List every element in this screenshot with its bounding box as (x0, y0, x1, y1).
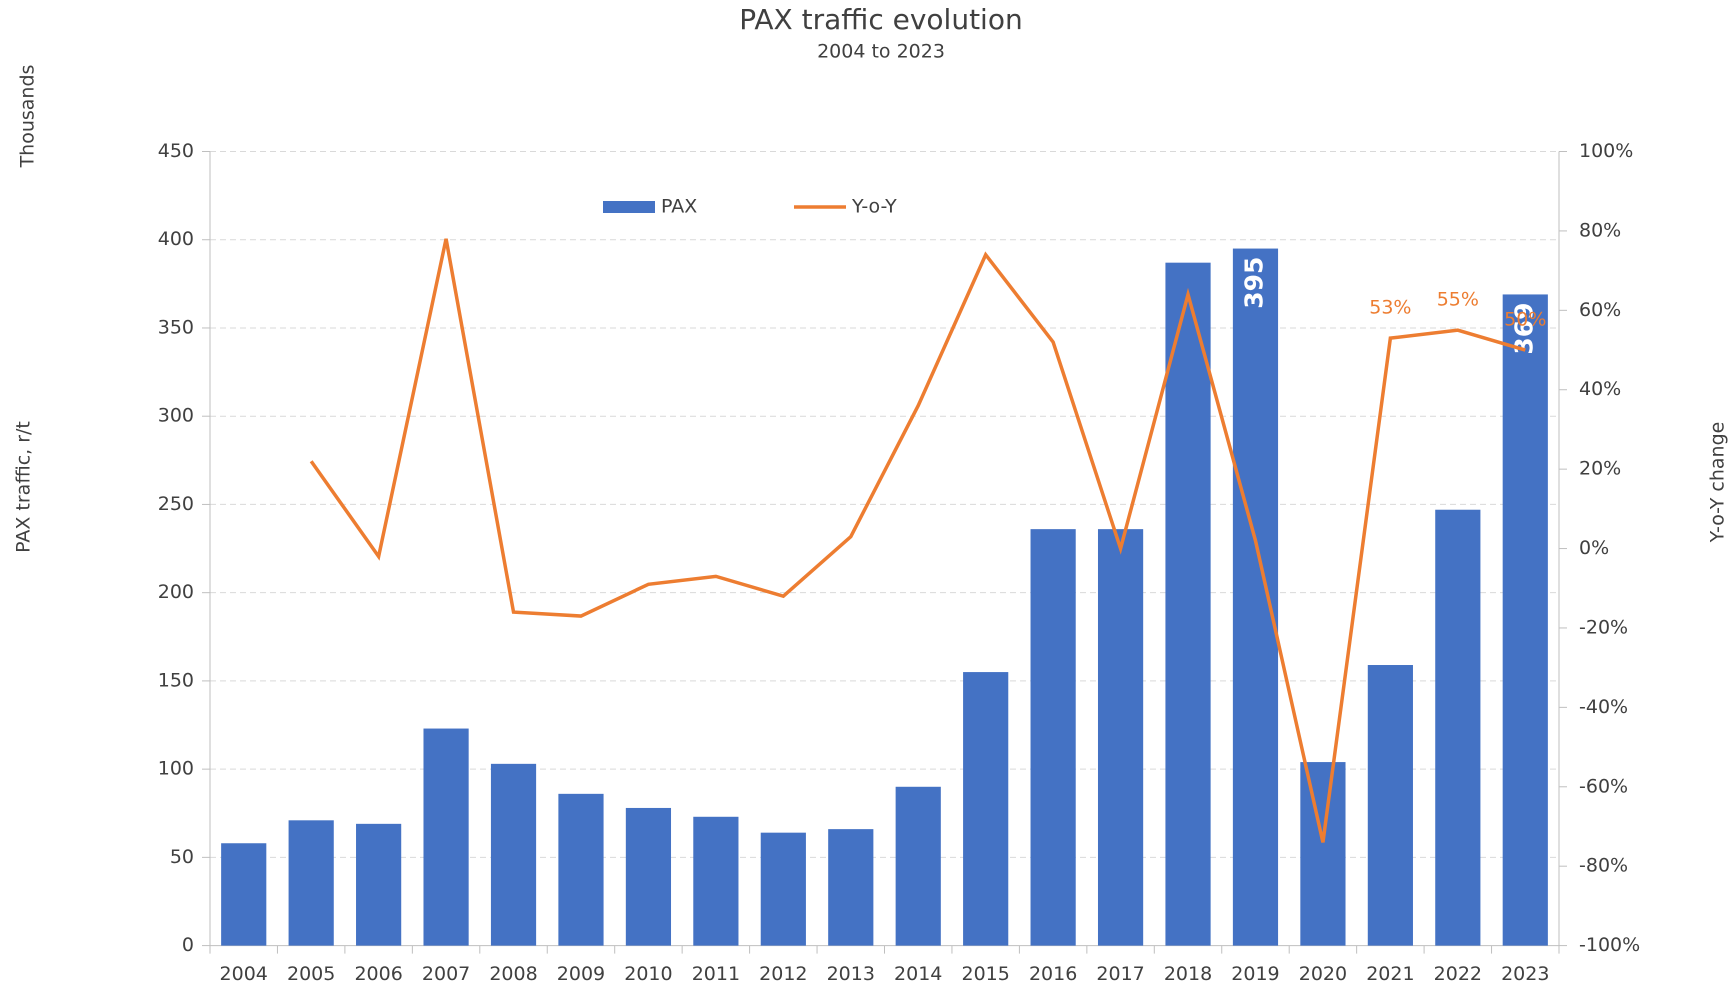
y2-tick-label: 40% (1579, 378, 1621, 400)
y-tick-label: 400 (158, 228, 194, 250)
x-tick-label: 2005 (287, 963, 335, 985)
legend-label: Y-o-Y (851, 196, 897, 218)
bar (423, 728, 469, 946)
bar (558, 793, 604, 946)
y2-tick-label: 100% (1579, 140, 1633, 162)
y-tick-label: 50 (170, 846, 194, 868)
y2-tick-label: 80% (1579, 219, 1621, 241)
bar (625, 807, 672, 946)
x-tick-label: 2015 (961, 963, 1009, 985)
y-tick-label: 250 (158, 493, 194, 515)
y2-tick-label: -80% (1579, 855, 1628, 877)
bar (221, 843, 267, 946)
bar-value-label: 395 (1239, 257, 1268, 309)
bar (895, 786, 941, 946)
x-tick-label: 2023 (1501, 963, 1549, 985)
bar (1232, 248, 1279, 946)
bar (1435, 509, 1481, 946)
unit-label: Thousands (17, 65, 39, 169)
x-tick-label: 2011 (692, 963, 740, 985)
x-tick-label: 2020 (1299, 963, 1347, 985)
y2-axis-label: Y-o-Y change (1707, 422, 1729, 544)
y-tick-label: 450 (158, 140, 194, 162)
bar (1165, 262, 1211, 946)
y2-tick-label: -40% (1579, 696, 1628, 718)
y2-tick-label: -20% (1579, 616, 1628, 638)
y-tick-label: 0 (182, 934, 194, 956)
x-tick-label: 2006 (354, 963, 402, 985)
y-axis-label: PAX traffic, r/t (13, 421, 35, 553)
x-tick-label: 2021 (1366, 963, 1414, 985)
line-value-label: 55% (1437, 289, 1479, 311)
bar (963, 672, 1009, 946)
x-tick-label: 2022 (1434, 963, 1482, 985)
y2-tick-label: 20% (1579, 458, 1621, 480)
line (309, 238, 1526, 843)
y2-tick-label: 60% (1579, 299, 1621, 321)
x-tick-label: 2007 (422, 963, 470, 985)
legend-label: PAX (661, 196, 697, 218)
x-tick-label: 2008 (489, 963, 537, 985)
bar (1030, 529, 1076, 946)
bar (693, 816, 739, 946)
bar (490, 763, 537, 946)
bar (1300, 762, 1346, 946)
bar (288, 820, 334, 946)
line-value-label: 50% (1504, 309, 1546, 331)
bar (1502, 294, 1548, 946)
y-tick-label: 150 (158, 669, 194, 691)
legend-swatch (603, 201, 655, 213)
chart-subtitle: 2004 to 2023 (817, 41, 945, 63)
y-tick-label: 100 (158, 758, 194, 780)
y-tick-label: 300 (158, 405, 194, 427)
x-tick-label: 2004 (220, 963, 268, 985)
x-tick-label: 2017 (1096, 963, 1144, 985)
y-tick-label: 350 (158, 316, 194, 338)
x-tick-label: 2018 (1164, 963, 1212, 985)
x-tick-label: 2016 (1029, 963, 1077, 985)
x-tick-label: 2019 (1231, 963, 1279, 985)
y2-tick-label: -100% (1579, 934, 1640, 956)
y2-tick-label: -60% (1579, 775, 1628, 797)
line-value-label: 53% (1369, 297, 1411, 319)
bar (828, 829, 874, 946)
y-tick-label: 200 (158, 581, 194, 603)
y2-tick-label: 0% (1579, 537, 1609, 559)
x-tick-label: 2013 (827, 963, 875, 985)
bar (760, 832, 806, 946)
x-tick-label: 2012 (759, 963, 807, 985)
chart-title: PAX traffic evolution (739, 3, 1022, 36)
bar (1097, 529, 1144, 946)
bar (356, 823, 402, 946)
x-tick-label: 2010 (624, 963, 672, 985)
x-tick-label: 2009 (557, 963, 605, 985)
x-tick-label: 2014 (894, 963, 942, 985)
bar (1367, 665, 1413, 946)
